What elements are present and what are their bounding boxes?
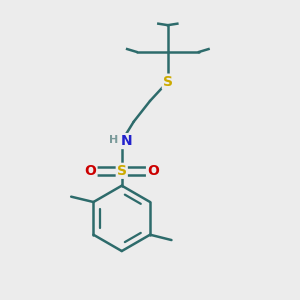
Text: O: O (147, 164, 159, 178)
Text: S: S (117, 164, 127, 178)
Text: S: S (163, 75, 173, 88)
Text: N: N (120, 134, 132, 148)
Text: H: H (109, 135, 118, 145)
Text: O: O (85, 164, 97, 178)
